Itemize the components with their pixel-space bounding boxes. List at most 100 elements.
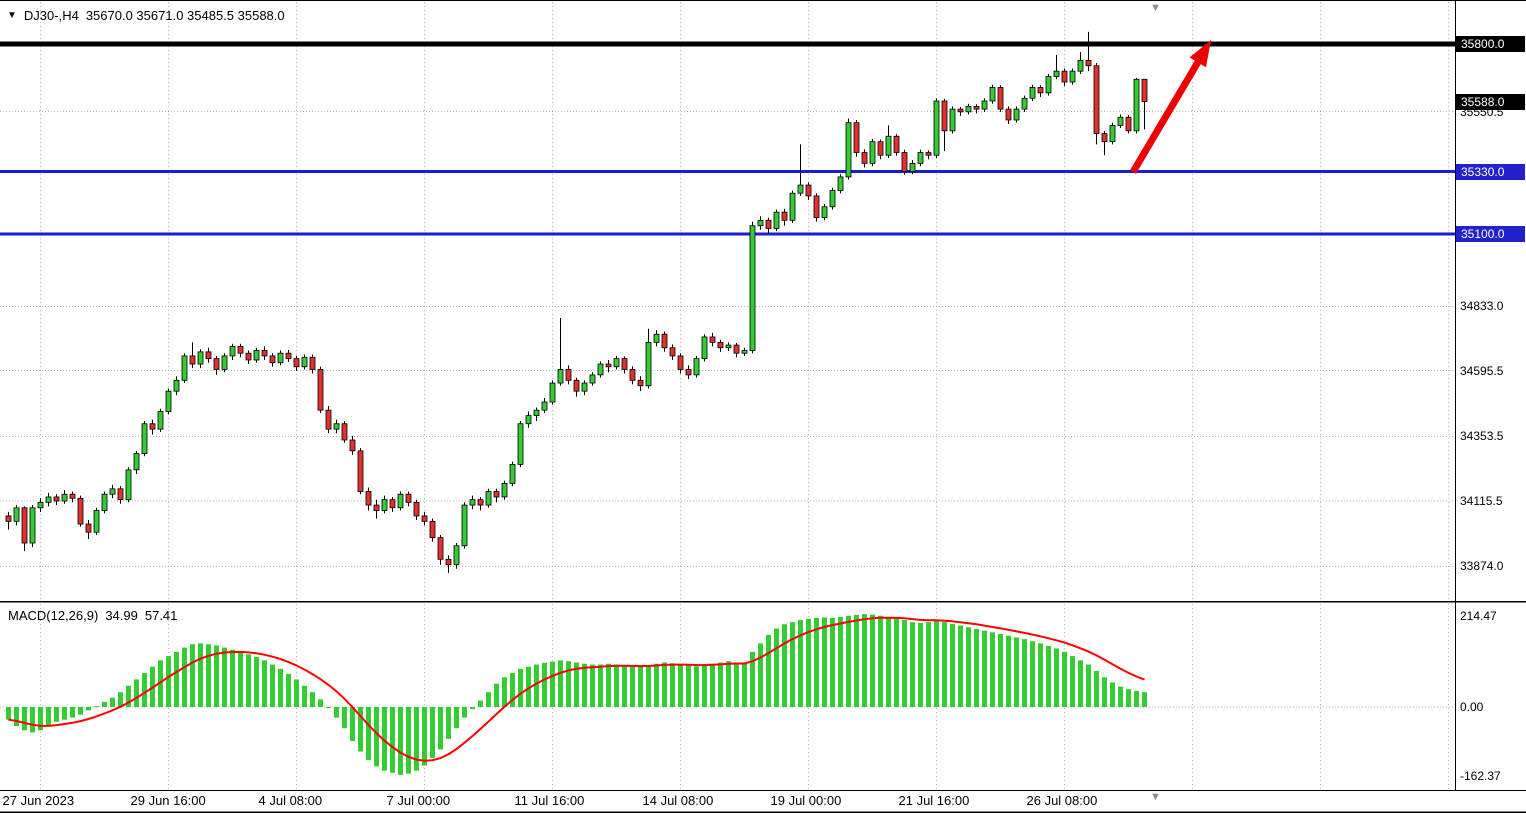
price-axis-label: 34595.5	[1460, 363, 1504, 378]
candle-body	[573, 379, 580, 392]
candle-body	[53, 496, 60, 502]
macd-histogram-bar	[286, 673, 291, 707]
macd-histogram-bar	[646, 665, 651, 707]
macd-histogram-bar	[998, 634, 1003, 707]
candle-body	[349, 439, 356, 452]
macd-histogram-bar	[502, 677, 507, 707]
macd-histogram-bar	[1038, 643, 1043, 707]
candle-body	[421, 515, 428, 522]
macd-histogram-bar	[918, 623, 923, 707]
candle-body	[445, 558, 452, 566]
candle-body	[469, 499, 476, 506]
macd-histogram-bar	[822, 617, 827, 707]
candle-body	[493, 491, 500, 498]
candle-body	[37, 501, 44, 509]
macd-histogram-bar	[1006, 635, 1011, 707]
macd-histogram-bar	[494, 683, 499, 707]
candle-body	[925, 152, 932, 156]
macd-histogram-bar	[6, 706, 11, 720]
candle-body	[893, 135, 900, 153]
candle-body	[869, 141, 876, 164]
candle-body	[805, 184, 812, 197]
macd-histogram-bar	[966, 627, 971, 707]
candle-body	[853, 122, 860, 153]
macd-histogram-bar	[750, 651, 755, 707]
candle-body	[701, 336, 708, 360]
candle-body	[29, 507, 36, 544]
candle-body	[669, 347, 676, 357]
candle-body	[1093, 65, 1100, 134]
candle-body	[685, 369, 692, 376]
date-label: 26 Jul 08:00	[1026, 793, 1098, 808]
candle-body	[309, 356, 316, 370]
candle-body	[413, 501, 420, 517]
macd-histogram-bar	[558, 660, 563, 707]
candle-body	[1021, 97, 1028, 110]
macd-histogram-bar	[606, 663, 611, 707]
candle-body	[325, 409, 332, 430]
macd-histogram-bar	[622, 665, 627, 707]
candle-body	[77, 497, 84, 525]
candle-body	[821, 206, 828, 219]
chart-shift-marker-icon[interactable]: ▼	[1150, 2, 1161, 14]
candle-body	[909, 162, 916, 172]
macd-histogram-bar	[710, 663, 715, 707]
candle-body	[165, 390, 172, 412]
candle-body	[453, 545, 460, 566]
candle-body	[45, 496, 52, 503]
candle-body	[629, 369, 636, 381]
candle-body	[85, 523, 92, 533]
candle-body	[365, 491, 372, 506]
price-axis-label: 34833.0	[1460, 299, 1504, 314]
candle-body	[789, 192, 796, 221]
macd-histogram-bar	[374, 706, 379, 767]
candle-body	[1109, 124, 1116, 143]
macd-histogram-bar	[910, 622, 915, 707]
macd-histogram-bar	[854, 614, 859, 707]
macd-histogram-bar	[246, 654, 251, 707]
macd-histogram-bar	[958, 625, 963, 707]
price-axis-label: 34353.5	[1460, 429, 1504, 444]
macd-histogram-bar	[270, 664, 275, 707]
date-label: 11 Jul 16:00	[514, 793, 585, 808]
macd-histogram-bar	[406, 706, 411, 774]
candle-body	[173, 379, 180, 392]
macd-histogram-bar	[1102, 677, 1107, 707]
symbol-period-label: DJ30-,H4	[23, 8, 79, 23]
candle-body	[237, 346, 244, 354]
macd-histogram-bar	[430, 706, 435, 758]
date-label: 4 Jul 08:00	[258, 793, 323, 808]
candle-body	[461, 504, 468, 547]
date-label: 14 Jul 08:00	[642, 793, 714, 808]
candle-body	[149, 423, 156, 430]
macd-histogram-bar	[62, 706, 67, 720]
candle-body	[645, 341, 652, 387]
candle-body	[341, 423, 348, 441]
macd-histogram-bar	[230, 649, 235, 707]
date-label: 27 Jun 2023	[2, 793, 75, 808]
macd-histogram-bar	[894, 618, 899, 707]
candle-body	[1053, 70, 1060, 77]
macd-histogram-bar	[294, 679, 299, 707]
candle-body	[773, 211, 780, 229]
candle-body	[141, 423, 148, 454]
macd-histogram-bar	[414, 706, 419, 771]
candle-body	[693, 358, 700, 376]
candle-body	[797, 184, 804, 194]
macd-name: MACD(12,26,9)	[8, 608, 99, 623]
candle-body	[517, 423, 524, 465]
candle-body	[277, 352, 284, 364]
macd-histogram-bar	[926, 622, 931, 707]
macd-histogram-bar	[126, 685, 131, 707]
candle-body	[181, 355, 188, 381]
timeline-shift-marker-icon[interactable]: ▼	[1150, 791, 1161, 803]
macd-histogram-bar	[774, 628, 779, 707]
candle-body	[1013, 108, 1020, 121]
macd-signal-line	[8, 616, 1145, 762]
symbol-marker-icon: ▼	[7, 9, 17, 21]
macd-histogram-bar	[974, 628, 979, 707]
macd-histogram-bar	[566, 661, 571, 707]
candle-body	[813, 195, 820, 219]
